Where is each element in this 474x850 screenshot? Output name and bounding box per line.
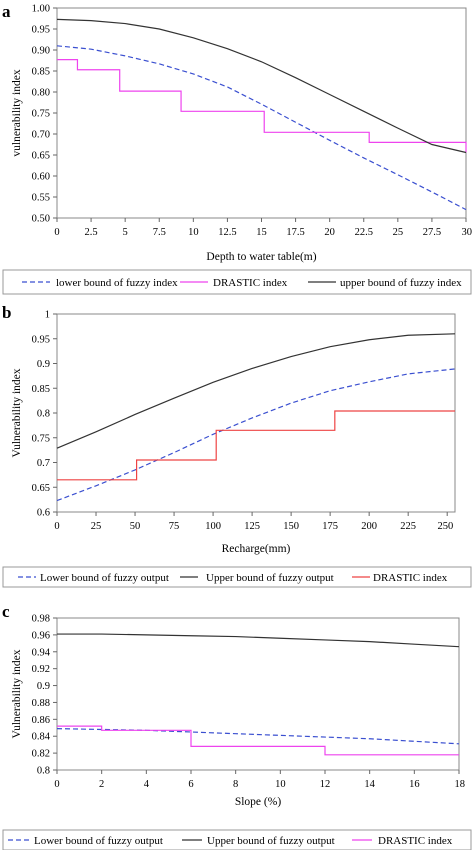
- x-tick-label: 15: [256, 227, 267, 238]
- panel-label-a: a: [2, 2, 11, 21]
- legend-a: [2, 269, 472, 295]
- x-tick-label: 18: [455, 779, 466, 790]
- x-tick-label: 100: [205, 521, 221, 532]
- x-tick-label: 0: [54, 779, 59, 790]
- y-tick-label: 0.84: [32, 732, 51, 743]
- x-tick-label: 5: [123, 227, 128, 238]
- x-tick-label: 175: [322, 521, 338, 532]
- x-tick-label: 14: [364, 779, 375, 790]
- x-tick-label: 0: [54, 521, 59, 532]
- legend-entry: DRASTIC index: [378, 835, 453, 847]
- series-line-a-1: [57, 59, 467, 153]
- series-line-b-0: [56, 368, 456, 502]
- legend-entry: Upper bound of fuzzy output: [207, 835, 335, 847]
- y-tick-label: 0.65: [32, 483, 50, 494]
- y-tick-label: 0.98: [32, 614, 50, 625]
- x-axis-label: Slope (%): [235, 796, 281, 808]
- y-axis-label: Vulnerability index: [11, 368, 23, 457]
- y-axis-label: vulnerability index: [11, 69, 23, 156]
- x-tick-label: 12.5: [218, 227, 236, 238]
- y-tick-label: 0.75: [32, 109, 50, 120]
- series-line-b-2: [57, 410, 455, 481]
- x-tick-label: 25: [393, 227, 404, 238]
- x-tick-label: 200: [361, 521, 377, 532]
- x-tick-label: 27.5: [423, 227, 441, 238]
- x-tick-label: 75: [169, 521, 180, 532]
- y-tick-label: 0.90: [32, 46, 50, 57]
- x-tick-label: 20: [324, 227, 335, 238]
- y-tick-label: 0.8: [37, 409, 50, 420]
- legend-c: [2, 829, 472, 850]
- x-tick-label: 225: [400, 521, 416, 532]
- series-line-a-0: [56, 45, 467, 211]
- x-tick-label: 17.5: [286, 227, 304, 238]
- y-tick-label: 1.00: [32, 4, 50, 15]
- y-tick-label: 0.95: [32, 334, 50, 345]
- x-tick-label: 250: [437, 521, 453, 532]
- plot-area-c: [56, 617, 460, 771]
- y-tick-label: 0.9: [37, 681, 50, 692]
- y-tick-label: 0.88: [32, 698, 50, 709]
- y-tick-label: 0.55: [32, 193, 50, 204]
- legend-entry: Lower bound of fuzzy output: [34, 835, 163, 847]
- x-tick-label: 16: [409, 779, 420, 790]
- y-tick-label: 0.70: [32, 130, 50, 141]
- legend-b: [2, 566, 472, 588]
- y-tick-label: 0.95: [32, 25, 50, 36]
- y-axis-label: Vulnerability index: [11, 649, 23, 738]
- x-tick-label: 0: [54, 227, 59, 238]
- x-tick-label: 4: [144, 779, 150, 790]
- x-tick-label: 150: [283, 521, 299, 532]
- y-tick-label: 0.80: [32, 88, 50, 99]
- chart-panel-a: a 0.50 0.55 0.60 0.65 0.70 0.75 0.80 0.85 0.90 0.9…: [2, 2, 473, 295]
- legend-entry: upper bound of fuzzy index: [340, 277, 462, 289]
- legend-entry: DRASTIC index: [373, 572, 448, 584]
- y-tick-label: 0.86: [32, 715, 50, 726]
- panel-label-c: c: [2, 602, 10, 621]
- y-tick-label: 0.85: [32, 67, 50, 78]
- x-tick-label: 8: [233, 779, 238, 790]
- panel-label-b: b: [2, 303, 11, 322]
- series-line-a-2: [56, 18, 467, 154]
- legend-entry: Upper bound of fuzzy output: [206, 572, 334, 584]
- y-tick-label: 0.96: [32, 630, 50, 641]
- legend-entry: Lower bound of fuzzy output: [40, 572, 169, 584]
- x-tick-label: 6: [188, 779, 193, 790]
- series-line-c-1: [57, 633, 460, 648]
- y-tick-label: 0.75: [32, 433, 50, 444]
- y-tick-label: 0.9: [37, 359, 50, 370]
- y-tick-label: 0.85: [32, 384, 50, 395]
- y-tick-label: 0.92: [32, 664, 50, 675]
- y-tick-label: 0.94: [32, 647, 51, 658]
- x-tick-label: 22.5: [355, 227, 373, 238]
- chart-panel-c: c 0.8 0.82 0.84 0.86 0.88 0.9 0.92 0.94 0.96 0.98 0…: [2, 602, 472, 850]
- chart-panel-b: b 0.6 0.65 0.7 0.75 0.8 0.85 0.9 0.95 1 0 25 50 75 100…: [2, 303, 472, 588]
- series-line-c-2: [57, 725, 459, 756]
- x-tick-label: 30: [462, 227, 473, 238]
- y-tick-label: 0.60: [32, 172, 50, 183]
- y-tick-label: 0.82: [32, 749, 50, 760]
- legend-entry: DRASTIC index: [213, 277, 288, 289]
- y-tick-label: 0.50: [32, 214, 50, 225]
- x-tick-label: 2: [99, 779, 104, 790]
- legend-entry: lower bound of fuzzy index: [56, 277, 178, 289]
- y-tick-label: 0.7: [37, 458, 50, 469]
- x-axis-label: Recharge(mm): [222, 543, 291, 555]
- x-tick-label: 12: [320, 779, 331, 790]
- y-tick-label: 0.6: [37, 508, 50, 519]
- y-tick-label: 1: [45, 310, 50, 321]
- x-tick-label: 25: [91, 521, 102, 532]
- x-tick-label: 2.5: [85, 227, 98, 238]
- series-line-b-1: [56, 333, 456, 449]
- x-axis-label: Depth to water table(m): [206, 251, 316, 263]
- x-tick-label: 7.5: [153, 227, 166, 238]
- y-tick-label: 0.8: [37, 766, 50, 777]
- x-tick-label: 125: [244, 521, 260, 532]
- x-tick-label: 10: [188, 227, 199, 238]
- x-tick-label: 50: [130, 521, 141, 532]
- y-tick-label: 0.65: [32, 151, 50, 162]
- x-tick-label: 10: [275, 779, 286, 790]
